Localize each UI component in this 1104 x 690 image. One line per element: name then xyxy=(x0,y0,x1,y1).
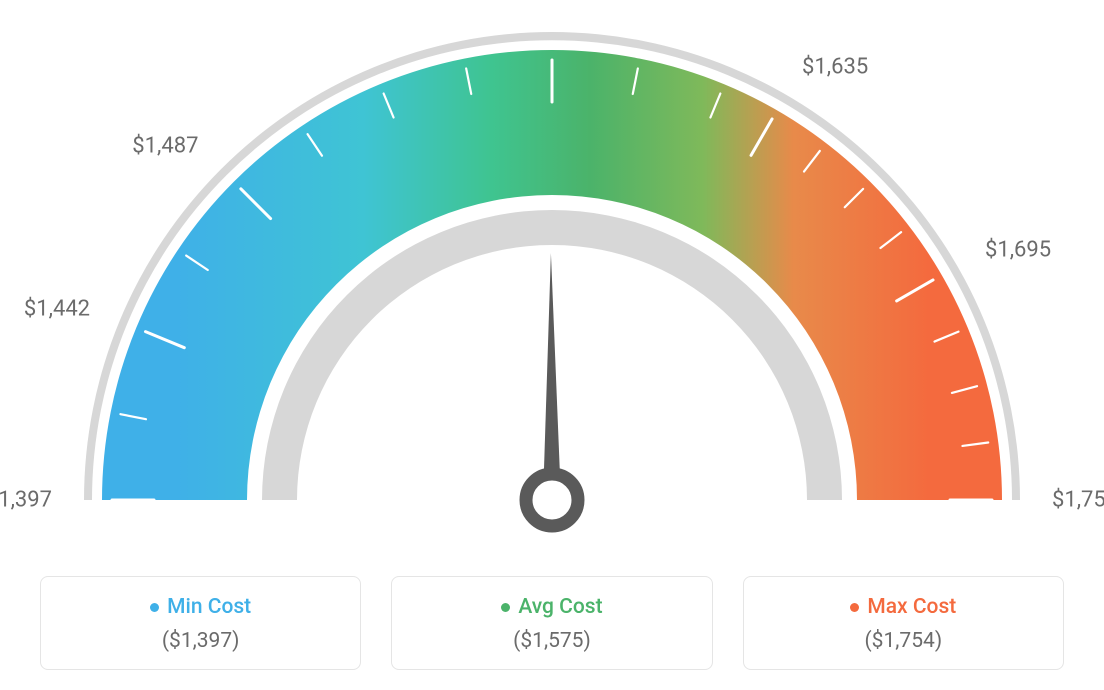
legend-value-avg: ($1,575) xyxy=(402,629,701,653)
legend-title-avg: Avg Cost xyxy=(501,595,602,619)
gauge-tick-label: $1,442 xyxy=(24,296,90,321)
gauge-tick-label: $1,695 xyxy=(985,237,1051,262)
dot-icon-avg xyxy=(501,603,510,612)
gauge-tick-label: $1,487 xyxy=(132,134,198,159)
legend-value-max: ($1,754) xyxy=(754,629,1053,653)
legend-row: Min Cost ($1,397) Avg Cost ($1,575) Max … xyxy=(0,576,1104,670)
gauge-tick-label: $1,635 xyxy=(802,55,868,80)
legend-card-avg: Avg Cost ($1,575) xyxy=(391,576,712,670)
gauge-area: $1,397$1,442$1,487$1,575$1,635$1,695$1,7… xyxy=(0,0,1104,560)
legend-title-text: Max Cost xyxy=(867,595,956,619)
gauge-svg xyxy=(0,0,1104,560)
legend-title-text: Avg Cost xyxy=(518,595,602,619)
legend-card-max: Max Cost ($1,754) xyxy=(743,576,1064,670)
gauge-tick-label: $1,754 xyxy=(1052,488,1104,513)
legend-value-min: ($1,397) xyxy=(51,629,350,653)
gauge-tick-label: $1,397 xyxy=(0,488,52,513)
legend-title-text: Min Cost xyxy=(167,595,251,619)
dot-icon-min xyxy=(150,603,159,612)
legend-title-max: Max Cost xyxy=(850,595,956,619)
dot-icon-max xyxy=(850,603,859,612)
legend-title-min: Min Cost xyxy=(150,595,251,619)
gauge-chart-container: $1,397$1,442$1,487$1,575$1,635$1,695$1,7… xyxy=(0,0,1104,690)
legend-card-min: Min Cost ($1,397) xyxy=(40,576,361,670)
